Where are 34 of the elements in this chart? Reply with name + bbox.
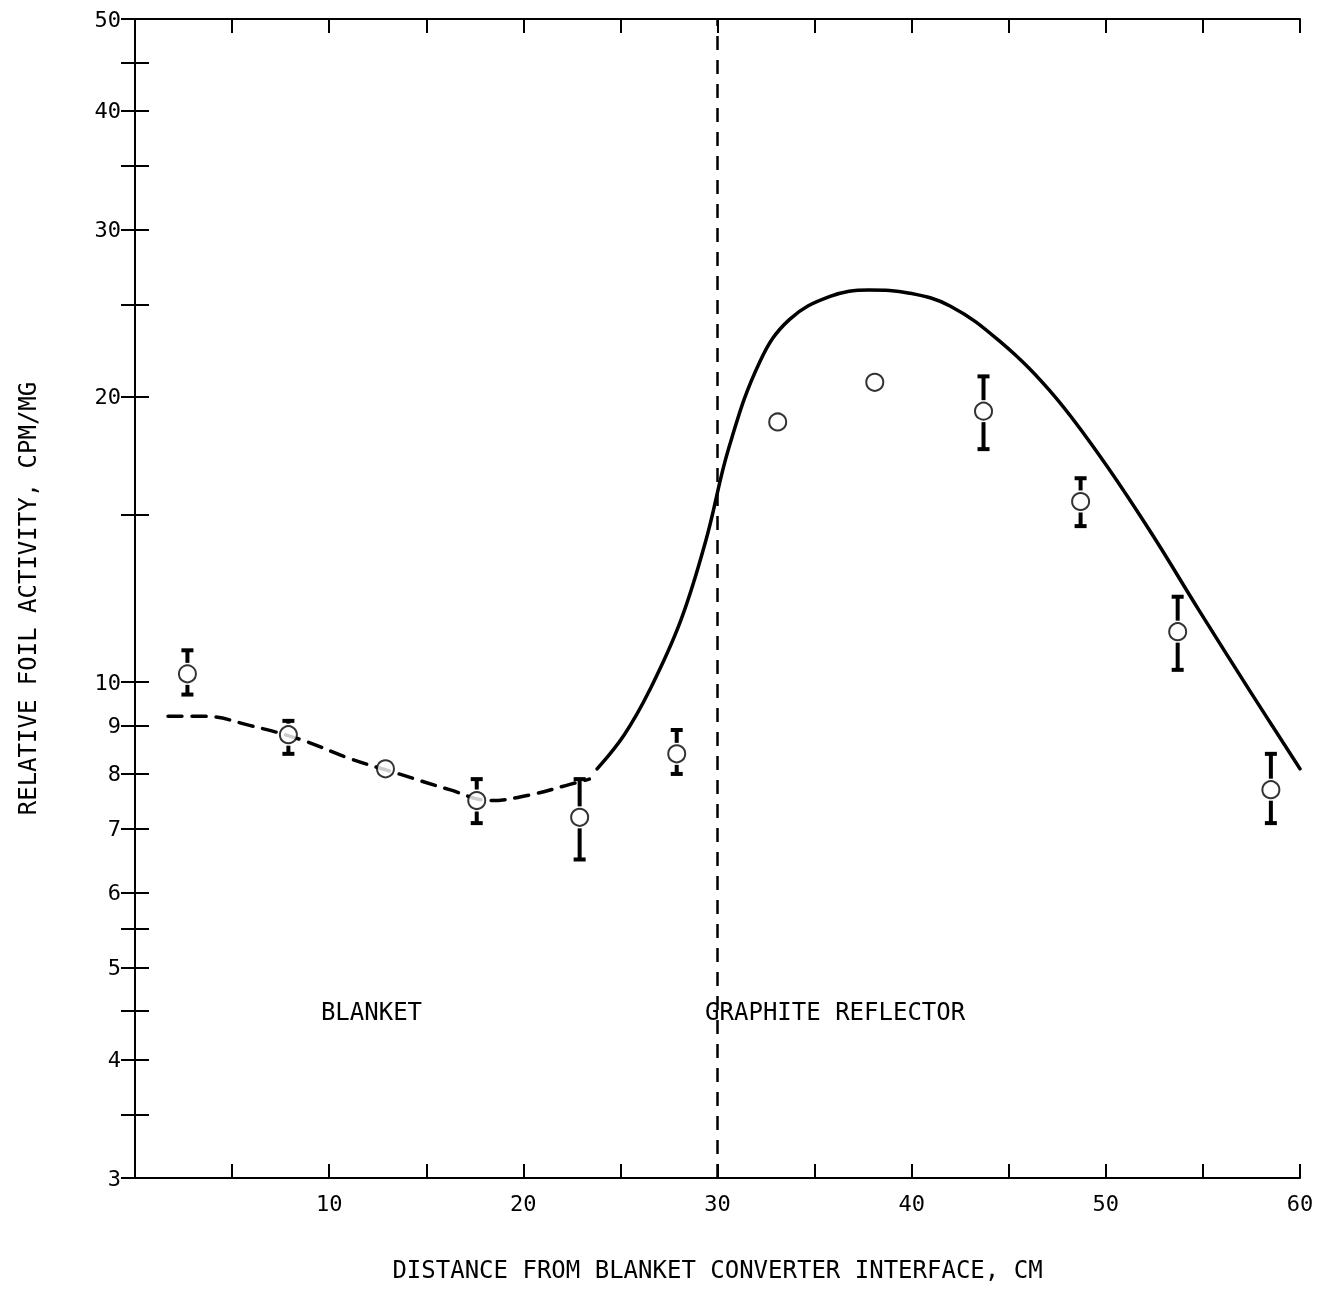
y-tick-label: 30 <box>94 216 121 242</box>
y-tick-label: 40 <box>94 98 121 124</box>
point <box>467 791 487 811</box>
x-tick-label: 50 <box>1092 1190 1120 1216</box>
point <box>177 664 197 684</box>
x-tick-label: 10 <box>315 1190 343 1216</box>
y-tick-label: 50 <box>94 6 121 32</box>
y-tick-label: 5 <box>107 955 121 981</box>
y-tick-label: 3 <box>107 1165 121 1191</box>
point <box>375 759 395 779</box>
x-tick-label: 40 <box>898 1190 925 1216</box>
point <box>974 401 994 421</box>
point <box>667 744 687 764</box>
y-tick-label: 10 <box>94 669 121 695</box>
point <box>1071 491 1091 511</box>
y-axis-title: RELATIVE FOIL ACTIVITY, CPM/MG <box>14 381 42 816</box>
y-tick-label: 6 <box>107 879 121 905</box>
point <box>570 807 590 827</box>
y-tick-label: 20 <box>94 383 121 409</box>
y-tick-label: 9 <box>107 712 121 738</box>
annotation: BLANKET <box>320 998 423 1027</box>
annotation: GRAPHITE REFLECTOR <box>705 998 966 1027</box>
x-tick-label: 20 <box>510 1190 537 1216</box>
point <box>1261 780 1281 800</box>
point <box>278 725 298 745</box>
point <box>768 412 788 432</box>
x-tick-label: 60 <box>1286 1190 1314 1216</box>
x-tick-label: 30 <box>704 1190 731 1216</box>
point <box>1168 622 1188 642</box>
y-tick-label: 8 <box>107 761 121 787</box>
point <box>865 372 885 392</box>
x-axis-title: DISTANCE FROM BLANKET CONVERTER INTERFACE, CM <box>392 1256 1043 1284</box>
y-tick-label: 7 <box>107 816 121 842</box>
y-tick-label: 4 <box>107 1046 121 1072</box>
